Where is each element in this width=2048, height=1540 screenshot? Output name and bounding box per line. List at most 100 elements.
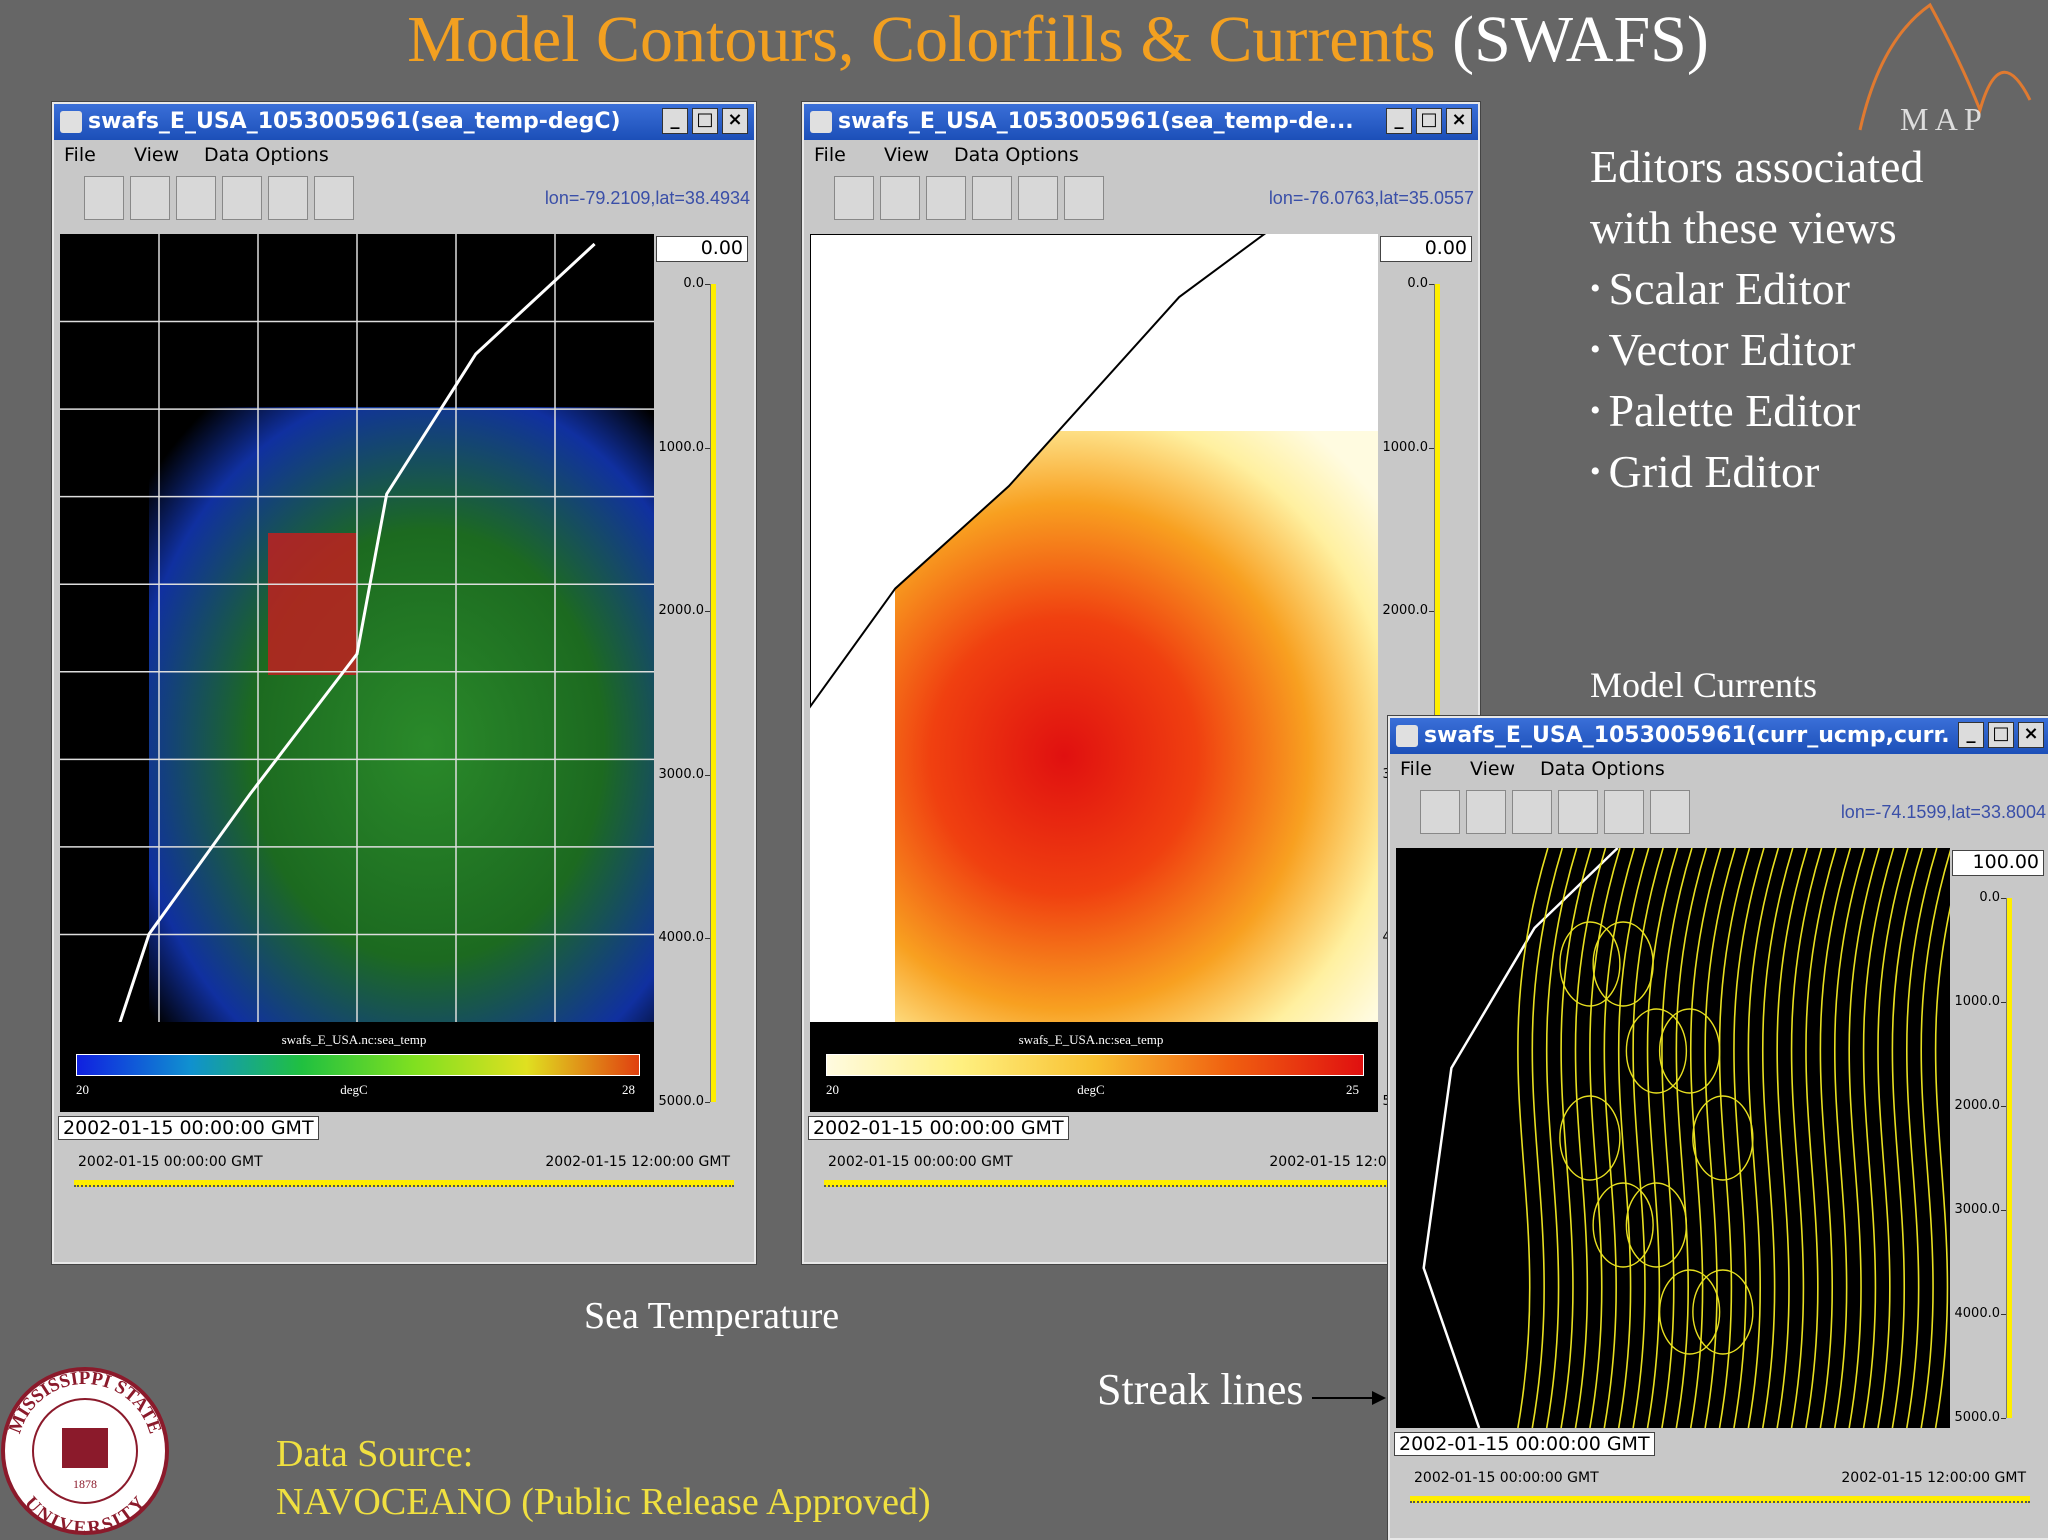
menu-item[interactable]: Data Options [954, 144, 1079, 166]
time-slider [74, 1180, 734, 1187]
editor-item: • Grid Editor [1590, 441, 1923, 502]
depth-slider [710, 284, 716, 1102]
menu-item[interactable]: File [1400, 758, 1432, 780]
depth-tick-label: 0.0 [1979, 890, 2000, 905]
depth-tick-label: 1000.0 [658, 439, 705, 455]
toolbar-button[interactable] [1064, 176, 1104, 220]
menu-item[interactable]: View [1470, 758, 1516, 780]
colorbar-min: 20 [826, 1082, 839, 1097]
streak-lines [1422, 848, 1950, 1428]
depth-tick [705, 447, 710, 449]
caption-currents: Model Currents [1590, 665, 1817, 705]
bullet: • [1590, 333, 1601, 366]
depth-value-box: 0.00 [1380, 236, 1472, 262]
title-bar: swafs_E_USA_1053005961(sea_temp-de... _ □ × [804, 104, 1478, 140]
depth-tick-label: 2000.0 [1382, 603, 1429, 619]
toolbar-button[interactable] [130, 176, 170, 220]
toolbar-button[interactable] [1650, 790, 1690, 834]
depth-tick-label: 4000.0 [1954, 1306, 2001, 1321]
menu-item[interactable]: View [884, 144, 930, 166]
toolbar-button[interactable] [268, 176, 308, 220]
window-button[interactable]: _ [1958, 722, 1984, 748]
toolbar-button[interactable] [84, 176, 124, 220]
menu-item[interactable]: File [64, 144, 96, 166]
window-button[interactable]: × [722, 108, 748, 134]
window-button[interactable]: × [1446, 108, 1472, 134]
menu-item[interactable]: View [134, 144, 180, 166]
window-icon [60, 111, 82, 133]
app-window: swafs_E_USA_1053005961(curr_ucmp,curr...… [1388, 716, 2048, 1540]
menu-item[interactable]: Data Options [204, 144, 329, 166]
depth-tick-label: 2000.0 [1954, 1098, 2001, 1113]
time-end: 2002-01-15 12:00:00 GMT [545, 1154, 730, 1170]
cursor-coords: lon=-79.2109,lat=38.4934 [544, 188, 750, 208]
depth-tick [2001, 1106, 2006, 1107]
cursor-coords: lon=-76.0763,lat=35.0557 [1268, 188, 1474, 208]
editor-name: Vector Editor [1608, 324, 1856, 375]
depth-tick-label: 2000.0 [658, 603, 705, 619]
window-button[interactable]: _ [1386, 108, 1412, 134]
toolbar-button[interactable] [314, 176, 354, 220]
toolbar-button[interactable] [1604, 790, 1644, 834]
toolbar-button[interactable] [834, 176, 874, 220]
depth-value-box: 0.00 [656, 236, 748, 262]
time-slider [824, 1180, 1458, 1187]
toolbar-button[interactable] [222, 176, 262, 220]
colorbar-max: 25 [1346, 1082, 1359, 1097]
time-end: 2002-01-15 12:00:00 GMT [1841, 1470, 2026, 1486]
title-suffix: (SWAFS) [1452, 3, 1709, 76]
sst-contours [149, 407, 654, 1022]
slide-title: Model Contours, Colorfills & Currents (S… [0, 0, 2048, 80]
depth-tick [705, 611, 710, 613]
editor-name: Scalar Editor [1608, 263, 1850, 314]
bullet: • [1590, 394, 1601, 427]
caption-temperature: Sea Temperature [584, 1295, 840, 1337]
window-button[interactable]: □ [692, 108, 718, 134]
window-title: swafs_E_USA_1053005961(sea_temp-de... [838, 109, 1354, 134]
toolbar-button[interactable] [1420, 790, 1460, 834]
toolbar-button[interactable] [1512, 790, 1552, 834]
colorbar [826, 1054, 1364, 1076]
toolbar-button[interactable] [972, 176, 1012, 220]
bullet: • [1590, 272, 1601, 305]
map-view [1396, 848, 1950, 1428]
window-button[interactable]: □ [1988, 722, 2014, 748]
toolbar-button[interactable] [880, 176, 920, 220]
depth-tick [2001, 1314, 2006, 1315]
menu-item[interactable]: File [814, 144, 846, 166]
timestamp: 2002-01-15 00:00:00 GMT [58, 1116, 319, 1140]
depth-tick-label: 0.0 [1407, 276, 1428, 291]
coastline [810, 234, 1267, 709]
map-view [810, 234, 1378, 1022]
time-start: 2002-01-15 00:00:00 GMT [78, 1154, 263, 1170]
window-title: swafs_E_USA_1053005961(curr_ucmp,curr... [1424, 723, 1950, 748]
window-button[interactable]: _ [662, 108, 688, 134]
menu-bar: File View Data Options [1390, 754, 2048, 784]
depth-tick-label: 5000.0 [658, 1094, 705, 1109]
window-button[interactable]: × [2018, 722, 2044, 748]
window-button[interactable]: □ [1416, 108, 1442, 134]
toolbar-button[interactable] [1558, 790, 1598, 834]
depth-slider [2006, 898, 2012, 1418]
window-icon [1396, 725, 1418, 747]
toolbar-button[interactable] [1018, 176, 1058, 220]
depth-tick [1429, 611, 1434, 613]
depth-tick-label: 5000.0 [1954, 1410, 2001, 1425]
depth-tick [705, 938, 710, 940]
cursor-coords: lon=-74.1599,lat=33.8004 [1840, 802, 2046, 822]
toolbar-button[interactable] [926, 176, 966, 220]
source-label: Data Source: [276, 1433, 474, 1475]
depth-tick-label: 0.0 [683, 276, 704, 291]
caption-streak: Streak lines [1097, 1365, 1304, 1414]
depth-tick [2001, 898, 2006, 899]
window-icon [810, 111, 832, 133]
menu-item[interactable]: Data Options [1540, 758, 1665, 780]
seal-year: 1878 [73, 1477, 97, 1491]
timestamp: 2002-01-15 00:00:00 GMT [1394, 1432, 1655, 1456]
toolbar-button[interactable] [1466, 790, 1506, 834]
app-window: swafs_E_USA_1053005961(sea_temp-degC) _ □ ×… [52, 102, 756, 1264]
menu-bar: File View Data Options [54, 140, 754, 170]
toolbar-button[interactable] [176, 176, 216, 220]
depth-tick-label: 4000.0 [658, 930, 705, 946]
